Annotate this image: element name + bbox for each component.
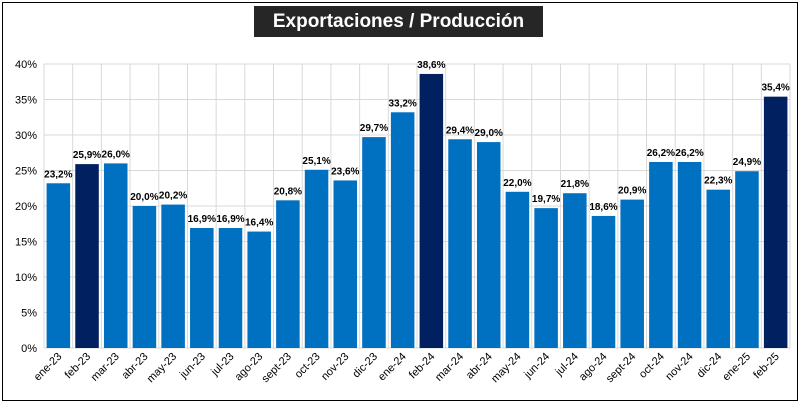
x-tick-label-mar-24: mar-24 bbox=[433, 351, 466, 384]
data-label-ene-25: 24,9% bbox=[733, 157, 761, 168]
data-label-jul-23: 16,9% bbox=[216, 214, 244, 225]
data-label-abr-24: 29,0% bbox=[475, 128, 503, 139]
bar-abr-24 bbox=[476, 142, 501, 348]
data-label-feb-24: 38,6% bbox=[417, 60, 445, 71]
data-label-ene-24: 33,2% bbox=[388, 98, 416, 109]
bar-oct-23 bbox=[304, 169, 329, 348]
data-label-abr-23: 20,0% bbox=[130, 192, 158, 203]
x-tick-label-oct-24: oct-24 bbox=[637, 351, 667, 381]
bar-oct-24 bbox=[649, 161, 673, 348]
data-label-oct-24: 26,2% bbox=[647, 148, 675, 159]
x-tick-label-dic-23: dic-23 bbox=[350, 351, 380, 381]
bar-ene-23 bbox=[46, 183, 71, 348]
x-tick-label-ene-25: ene-25 bbox=[720, 351, 753, 384]
y-tick-label: 40% bbox=[15, 59, 37, 71]
bar-dic-23 bbox=[362, 137, 386, 348]
data-label-feb-25: 35,4% bbox=[761, 83, 789, 94]
data-label-nov-24: 26,2% bbox=[675, 148, 703, 159]
bar-mar-23 bbox=[103, 163, 128, 348]
y-tick-label: 5% bbox=[21, 308, 37, 320]
data-label-may-23: 20,2% bbox=[159, 191, 187, 202]
x-tick-label-jun-24: jun-24 bbox=[521, 351, 552, 382]
y-tick-label: 15% bbox=[15, 237, 37, 249]
x-tick-label-nov-23: nov-23 bbox=[319, 351, 351, 383]
bar-nov-23 bbox=[333, 180, 358, 348]
x-tick-label-jun-23: jun-23 bbox=[177, 351, 208, 382]
bar-mar-24 bbox=[448, 139, 472, 348]
data-label-feb-23: 25,9% bbox=[73, 150, 101, 161]
data-label-oct-23: 25,1% bbox=[302, 156, 330, 167]
data-label-dic-24: 22,3% bbox=[704, 176, 732, 187]
x-tick-label-feb-23: feb-23 bbox=[63, 351, 94, 382]
x-tick-label-mar-23: mar-23 bbox=[89, 351, 122, 384]
bar-jun-24 bbox=[534, 208, 558, 348]
data-label-may-24: 22,0% bbox=[503, 178, 531, 189]
x-tick-label-oct-23: oct-23 bbox=[293, 351, 323, 381]
data-label-ene-23: 23,2% bbox=[44, 169, 72, 180]
data-label-ago-23: 16,4% bbox=[245, 218, 273, 229]
data-label-sept-24: 20,9% bbox=[618, 186, 646, 197]
data-label-sept-23: 20,8% bbox=[274, 186, 302, 197]
y-tick-label: 10% bbox=[15, 272, 37, 284]
bar-nov-24 bbox=[677, 161, 702, 348]
x-tick-label-may-23: may-23 bbox=[145, 351, 179, 385]
x-tick-label-nov-24: nov-24 bbox=[663, 351, 695, 383]
y-tick-label: 30% bbox=[15, 130, 37, 142]
data-label-dic-23: 29,7% bbox=[360, 123, 388, 134]
y-tick-label: 25% bbox=[15, 166, 37, 178]
y-tick-label: 0% bbox=[21, 343, 37, 355]
data-label-mar-23: 26,0% bbox=[102, 149, 130, 160]
y-tick-label: 20% bbox=[15, 201, 37, 213]
bar-abr-23 bbox=[132, 206, 157, 348]
bar-ago-23 bbox=[247, 231, 271, 348]
x-tick-label-sept-23: sept-23 bbox=[260, 351, 294, 385]
bar-may-24 bbox=[505, 191, 530, 348]
data-label-jun-23: 16,9% bbox=[188, 214, 216, 225]
x-tick-label-feb-25: feb-25 bbox=[751, 351, 782, 382]
x-tick-label-may-24: may-24 bbox=[489, 351, 523, 385]
y-tick-label: 35% bbox=[15, 95, 37, 107]
bar-feb-24 bbox=[419, 73, 444, 348]
y-axis-ticks: 0% 5% 10% 15% 20% 25% 30% 35% 40% bbox=[15, 59, 37, 355]
bar-may-23 bbox=[161, 204, 185, 348]
bar-jun-23 bbox=[190, 228, 214, 348]
bar-ene-24 bbox=[390, 112, 415, 348]
data-label-nov-23: 23,6% bbox=[331, 166, 359, 177]
bar-jul-24 bbox=[563, 193, 587, 348]
data-label-jul-24: 21,8% bbox=[561, 179, 589, 190]
bar-jul-23 bbox=[218, 228, 243, 348]
x-tick-label-ene-24: ene-24 bbox=[376, 351, 409, 384]
data-labels: 23,2%25,9% 26,0%20,0% 20,2%16,9% 16,9% 16,4%… bbox=[44, 60, 790, 229]
data-label-jun-24: 19,7% bbox=[532, 194, 560, 205]
bar-sept-23 bbox=[276, 200, 300, 348]
x-tick-label-feb-24: feb-24 bbox=[407, 351, 438, 382]
chart-title-box: Exportaciones / Producción Total bbox=[254, 6, 543, 63]
bars bbox=[46, 73, 788, 348]
x-tick-label-dic-24: dic-24 bbox=[695, 351, 725, 381]
x-tick-label-ene-23: ene-23 bbox=[32, 351, 65, 384]
bar-sept-24 bbox=[620, 199, 644, 348]
x-tick-label-sept-24: sept-24 bbox=[604, 351, 638, 385]
chart-title: Exportaciones / Producción Total bbox=[272, 11, 525, 63]
data-label-ago-24: 18,6% bbox=[589, 202, 617, 213]
data-label-mar-24: 29,4% bbox=[446, 125, 474, 136]
bar-feb-25 bbox=[763, 96, 788, 348]
bar-ene-25 bbox=[735, 171, 759, 348]
bar-dic-24 bbox=[706, 189, 731, 348]
bar-feb-23 bbox=[75, 164, 99, 348]
bar-ago-24 bbox=[591, 215, 616, 348]
